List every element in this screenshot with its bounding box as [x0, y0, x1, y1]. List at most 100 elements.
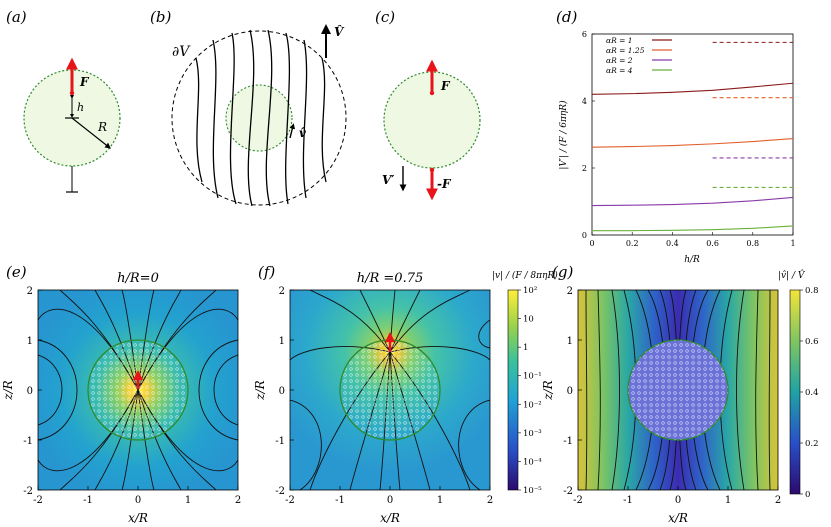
panel-label-d: (d) [556, 8, 577, 26]
height-label: h [77, 101, 84, 114]
panel-f: (f) h/R =0.75 [253, 263, 558, 525]
y-tick-label: -2 [275, 486, 285, 497]
panel-title: h/R =0.75 [357, 271, 424, 286]
panel-c: (c) F -F V′ [375, 8, 481, 201]
x-tick-label: -1 [623, 495, 633, 506]
panel-label-b: (b) [150, 8, 171, 26]
local-velocity-arrow [289, 123, 296, 139]
y-tick-label: 1 [567, 336, 573, 347]
colorbar [507, 289, 519, 491]
x-tick-label: -2 [285, 495, 295, 506]
x-tick-label: -2 [33, 495, 43, 506]
x-tick-label: -1 [83, 495, 93, 506]
x-tick-label: 1 [437, 495, 443, 506]
panel-label-e: (e) [6, 263, 27, 281]
far-velocity-label: V̂ [334, 24, 345, 39]
x-axis-label: x/R [668, 511, 688, 525]
y-tick-label: 0 [582, 231, 587, 240]
y-tick-label: 1 [27, 336, 33, 347]
series-group [591, 41, 794, 232]
y-tick-label: 0 [279, 386, 285, 397]
colorbar-tick-label: 0.8 [805, 286, 819, 296]
tick-group: 0 0.2 0.4 0.6 0.8 1 0 2 4 6 [582, 30, 796, 248]
y-tick-label: -2 [23, 486, 33, 497]
panel-label-c: (c) [375, 8, 395, 26]
force-bottom-label: -F [437, 177, 452, 191]
y-tick-label: 1 [279, 336, 285, 347]
force-point [69, 90, 75, 96]
velocity-label: V′ [382, 173, 395, 187]
force-point-bottom [429, 167, 435, 173]
x-tick-label: 0 [589, 239, 594, 248]
x-axis-label: h/R [684, 255, 700, 265]
force-label: F [79, 75, 90, 89]
y-tick-label: 0 [567, 386, 573, 397]
plot-frame [591, 33, 794, 236]
x-tick-label: 0.2 [626, 239, 639, 248]
y-axis-label: z/R [253, 380, 267, 400]
x-tick-label: 0.6 [706, 239, 719, 248]
force-top-label: F [440, 79, 451, 93]
y-tick-label: -1 [563, 436, 573, 447]
colorbar-ticks: 10² 10 1 10⁻¹ 10⁻² 10⁻³ 10⁻⁴ 10⁻⁵ [518, 286, 542, 496]
radius-arrow [71, 117, 111, 149]
tick-group: -2 -1 0 1 2 -2 -1 0 1 2 [275, 286, 493, 506]
x-tick-label: 1 [185, 495, 191, 506]
panel-label-a: (a) [6, 8, 27, 26]
y-tick-label: 2 [27, 286, 33, 297]
panel-label-f: (f) [258, 263, 275, 281]
y-tick-label: 2 [567, 286, 573, 297]
y-tick-label: 2 [279, 286, 285, 297]
panel-e: (e) h/R=0 [1, 263, 241, 525]
x-tick-label: 0.4 [666, 239, 679, 248]
colorbar-tick-label: 10⁻⁴ [523, 457, 542, 467]
legend-label-0: αR = 1 [606, 36, 633, 45]
tick-group: -2 -1 0 1 2 -2 -1 0 1 2 [563, 286, 781, 506]
x-tick-label: 0 [675, 495, 681, 506]
colorbar [789, 289, 801, 495]
y-axis-label: z/R [1, 380, 15, 400]
x-tick-label: 1 [790, 239, 795, 248]
domain-boundary [171, 30, 347, 206]
colorbar-tick-label: 0.4 [805, 388, 819, 398]
x-tick-label: 2 [235, 495, 241, 506]
force-point-top [429, 90, 435, 96]
x-tick-label: -2 [573, 495, 583, 506]
y-tick-label: 4 [582, 97, 587, 106]
y-axis-label: |V′| / (F / 6πηR) [558, 100, 569, 170]
y-axis-label: z/R [541, 380, 555, 400]
colorbar-tick-label: 10 [523, 315, 534, 325]
porous-sphere [339, 339, 441, 441]
x-tick-label: 2 [775, 495, 781, 506]
x-tick-label: 0 [135, 495, 141, 506]
x-tick-label: 0 [387, 495, 393, 506]
series-line-2 [591, 196, 794, 207]
streamlines [195, 29, 327, 207]
x-tick-label: 1 [725, 495, 731, 506]
porous-sphere [87, 339, 189, 441]
colorbar-tick-label: 0.2 [805, 439, 819, 449]
colorbar-tick-label: 1 [523, 343, 528, 353]
colorbar-tick-label: 0.6 [805, 337, 819, 347]
sphere-texture [628, 340, 728, 440]
panel-g: (g) [541, 263, 819, 525]
colorbar-tick-label: 10² [523, 286, 537, 296]
colorbar-tick-label: 10⁻⁵ [523, 486, 542, 496]
colorbar-label: |v| / (F / 8πηR) [492, 270, 558, 281]
radius-label: R [97, 120, 107, 134]
y-tick-label: 6 [582, 30, 587, 39]
series-line-0 [591, 82, 794, 95]
series-line-1 [591, 137, 794, 148]
colorbar-tick-label: 10⁻² [523, 400, 542, 410]
colorbar-tick-label: 10⁻³ [523, 429, 542, 439]
colorbar-tick-label: 0 [805, 490, 810, 500]
y-tick-label: -2 [563, 486, 573, 497]
x-axis-label: x/R [380, 511, 400, 525]
panel-label-g: (g) [552, 263, 573, 281]
local-velocity-label: v̂ [299, 126, 307, 140]
inner-sphere [225, 84, 293, 152]
colorbar-ticks: 0.8 0.6 0.4 0.2 0 [800, 286, 819, 500]
